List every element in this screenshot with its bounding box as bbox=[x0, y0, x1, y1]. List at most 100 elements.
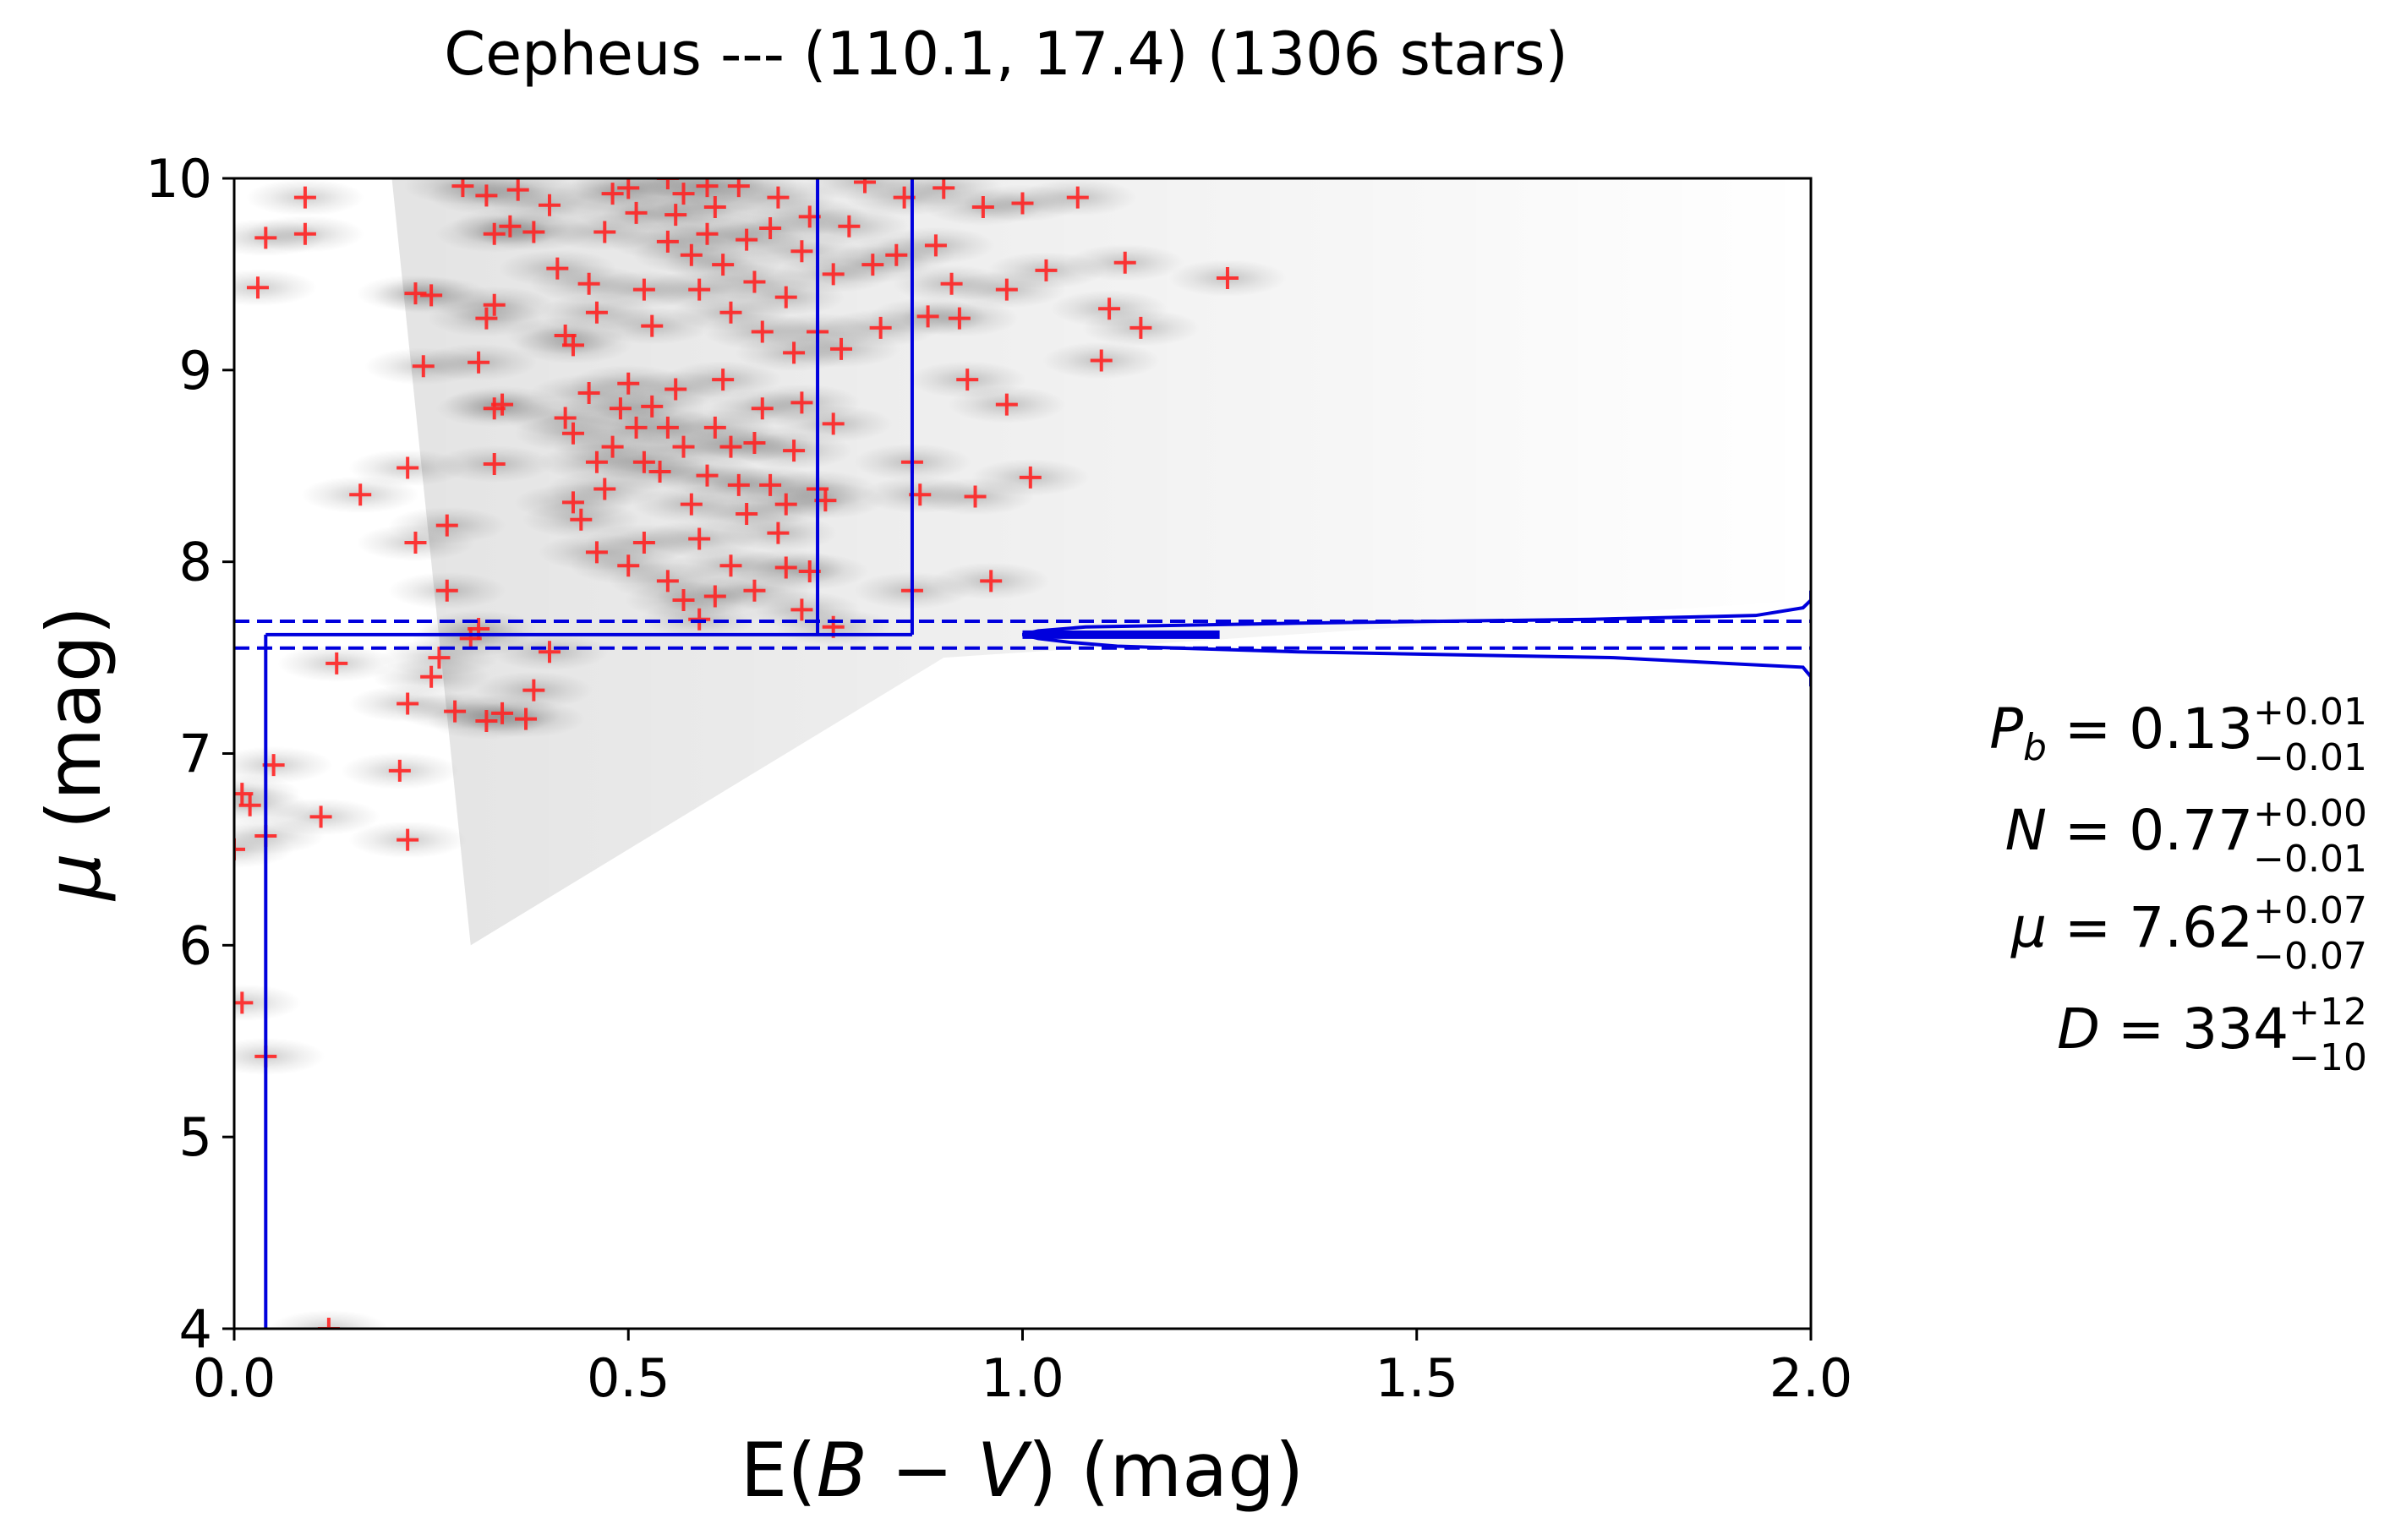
star-point bbox=[656, 178, 679, 189]
star-point bbox=[995, 393, 1018, 416]
star-point bbox=[1035, 259, 1058, 281]
star-point bbox=[656, 570, 679, 593]
star-point bbox=[885, 243, 908, 266]
y-tick-label: 5 bbox=[179, 1106, 212, 1168]
star-point bbox=[254, 227, 277, 249]
star-point bbox=[727, 473, 750, 496]
y-axis-title: μ (mag) bbox=[30, 606, 118, 902]
star-point bbox=[1098, 298, 1121, 320]
star-point bbox=[293, 222, 316, 245]
star-point bbox=[585, 451, 608, 473]
star-point bbox=[459, 627, 482, 650]
star-point bbox=[703, 416, 726, 439]
chart-title: Cepheus --- (110.1, 17.4) (1306 stars) bbox=[444, 19, 1568, 89]
star-point bbox=[617, 554, 640, 577]
star-point bbox=[1011, 192, 1034, 215]
star-point bbox=[609, 397, 632, 420]
x-tick-label: 0.0 bbox=[193, 1347, 276, 1409]
fit-result-1: N = 0.77+0.00−0.01 bbox=[2005, 792, 2367, 881]
fit-var: D bbox=[2057, 997, 2100, 1062]
y-tick-label: 8 bbox=[179, 532, 212, 593]
star-point bbox=[539, 641, 561, 664]
star-point bbox=[956, 369, 979, 391]
star-point bbox=[648, 461, 671, 483]
fit-results: Pb = 0.13+0.01−0.01N = 0.77+0.00−0.01μ =… bbox=[1989, 691, 2367, 1079]
star-point bbox=[924, 234, 947, 257]
star-point bbox=[719, 435, 742, 458]
star-point bbox=[617, 178, 640, 199]
fit-result-text: Pb = 0.13+0.01 bbox=[1989, 691, 2367, 769]
star-point bbox=[617, 372, 640, 395]
star-point bbox=[743, 579, 766, 602]
star-point bbox=[388, 759, 411, 782]
star-point bbox=[593, 478, 616, 500]
star-point bbox=[412, 355, 435, 378]
star-point bbox=[585, 541, 608, 564]
star-point bbox=[790, 391, 813, 414]
star-point bbox=[483, 293, 506, 316]
star-point bbox=[404, 531, 427, 554]
star-point bbox=[774, 556, 797, 579]
star-point bbox=[790, 240, 813, 263]
star-point bbox=[995, 278, 1018, 301]
star-point bbox=[736, 502, 758, 525]
star-point bbox=[767, 522, 790, 544]
fit-upper-err: +0.07 bbox=[2253, 889, 2367, 932]
star-point bbox=[696, 222, 719, 245]
x-tick-label: 1.5 bbox=[1375, 1347, 1458, 1409]
fit-eq: = 0.13 bbox=[2047, 696, 2253, 762]
y-tick-label: 9 bbox=[179, 340, 212, 401]
star-point bbox=[980, 570, 1003, 593]
star-point bbox=[522, 679, 545, 702]
x-axis: 0.0 0.5 1.0 1.5 2.0 bbox=[193, 1329, 1852, 1409]
star-point bbox=[712, 369, 735, 391]
star-point bbox=[783, 341, 806, 364]
star-point bbox=[767, 186, 790, 209]
star-point bbox=[712, 254, 735, 276]
y-axis: 4 5 6 7 8 9 10 bbox=[145, 148, 234, 1360]
fit-sub: b bbox=[2023, 726, 2047, 769]
star-point bbox=[703, 196, 726, 219]
star-point bbox=[475, 184, 498, 207]
star-point bbox=[325, 652, 348, 674]
star-point bbox=[475, 307, 498, 330]
star-point bbox=[680, 243, 703, 266]
star-point bbox=[688, 278, 711, 301]
star-point bbox=[783, 440, 806, 462]
star-point bbox=[1216, 266, 1239, 289]
x-tick-label: 1.0 bbox=[981, 1347, 1064, 1409]
star-point bbox=[468, 351, 490, 374]
density-blob bbox=[234, 830, 293, 868]
star-point bbox=[554, 407, 577, 429]
fit-lower-err: −0.01 bbox=[2253, 736, 2367, 779]
fit-upper-err: +12 bbox=[2289, 991, 2367, 1034]
star-point bbox=[672, 435, 695, 458]
star-point bbox=[625, 416, 648, 439]
star-point bbox=[688, 527, 711, 550]
star-point bbox=[317, 1318, 340, 1329]
star-point bbox=[435, 579, 458, 602]
star-point bbox=[625, 201, 648, 224]
star-point bbox=[703, 585, 726, 608]
star-point bbox=[940, 272, 963, 295]
star-point bbox=[830, 337, 853, 360]
star-point bbox=[585, 301, 608, 324]
star-point bbox=[601, 183, 624, 205]
density-blob bbox=[234, 269, 317, 307]
star-point bbox=[641, 395, 664, 418]
star-point bbox=[696, 464, 719, 487]
star-point bbox=[759, 473, 782, 496]
star-point bbox=[577, 272, 600, 295]
star-point bbox=[420, 284, 443, 307]
star-point bbox=[309, 805, 332, 828]
star-point bbox=[601, 435, 624, 458]
density-blob bbox=[234, 1037, 325, 1075]
fit-eq: = 7.62 bbox=[2047, 895, 2253, 960]
star-point bbox=[570, 508, 593, 531]
star-point bbox=[1019, 466, 1042, 489]
fit-eq: = 334 bbox=[2100, 997, 2289, 1062]
star-point bbox=[743, 432, 766, 455]
fit-upper-err: +0.01 bbox=[2253, 691, 2367, 734]
star-point bbox=[293, 186, 316, 209]
mu-posterior-histogram bbox=[1022, 590, 1811, 687]
